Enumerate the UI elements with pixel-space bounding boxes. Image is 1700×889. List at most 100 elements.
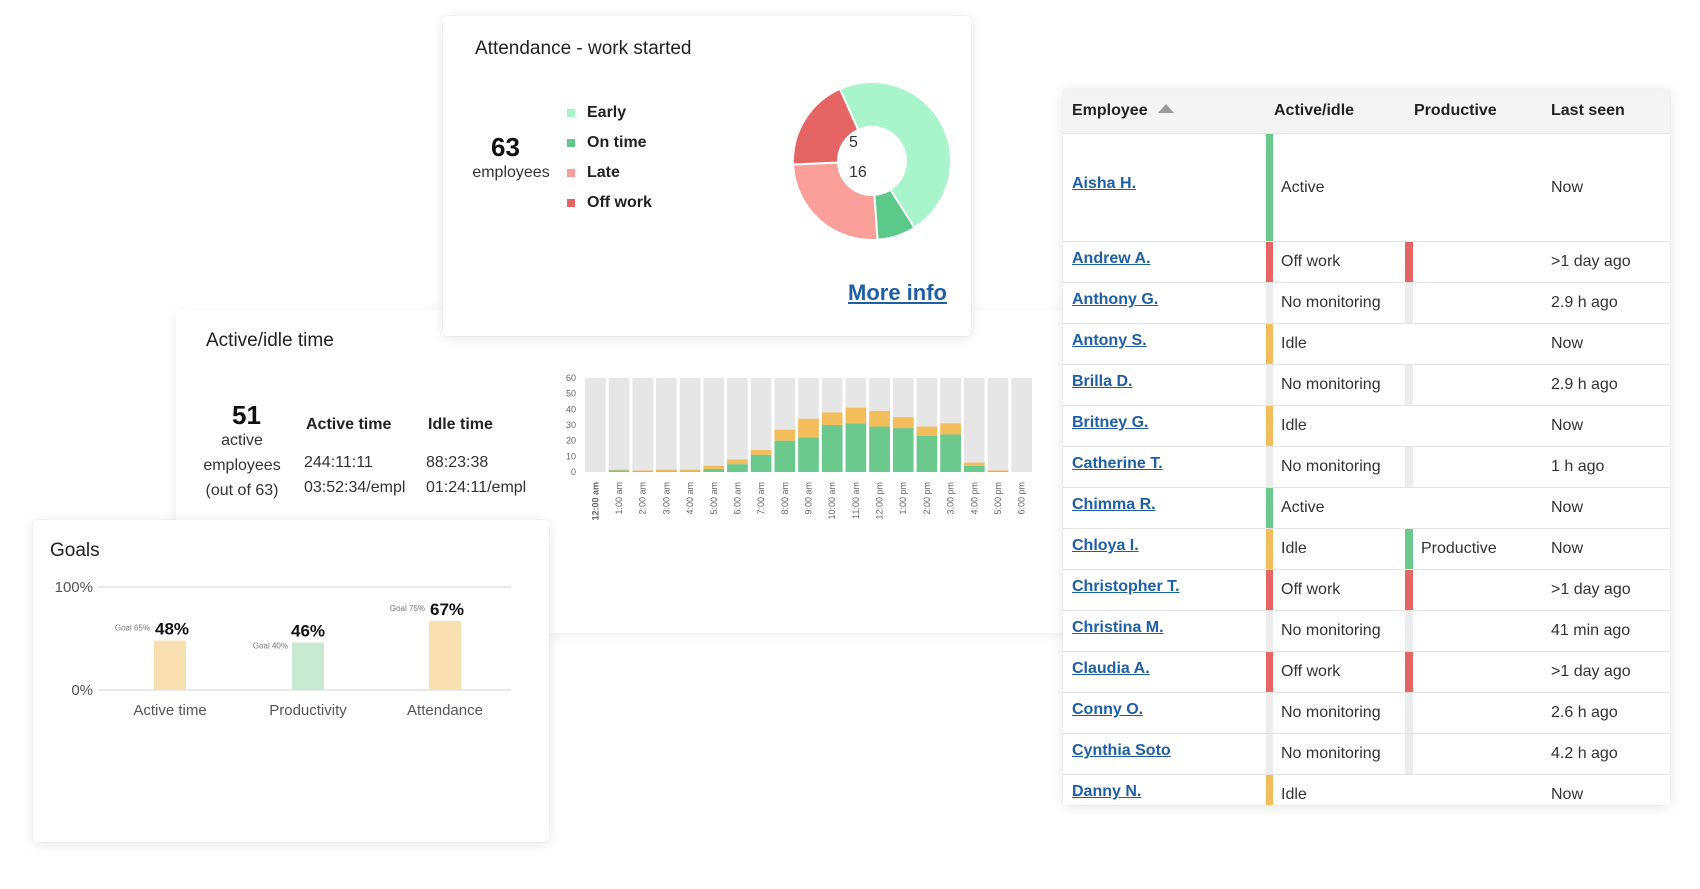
active-bar: [987, 471, 1009, 472]
idle-bar: [869, 410, 890, 427]
x-tick-label: 7:00 am: [756, 482, 766, 515]
employee-name-link[interactable]: Conny O.: [1072, 701, 1144, 718]
employee-name-link[interactable]: Antony S.: [1072, 332, 1147, 349]
employee-name-link[interactable]: Danny N.: [1072, 783, 1142, 800]
last-seen: Now: [1551, 499, 1584, 516]
activity-status-indicator: [1266, 611, 1273, 651]
active-employees-count: 51: [232, 400, 261, 430]
y-tick-label: 0: [571, 467, 576, 477]
active-bar: [727, 464, 748, 472]
table-row: Brilla D. No monitoring 2.9 h ago: [1063, 365, 1670, 406]
idle-bar: [916, 426, 938, 436]
idle-bar: [608, 469, 630, 471]
activity-status-indicator: [1266, 529, 1273, 569]
activity-status-indicator: [1266, 406, 1273, 446]
table-row: Britney G. Idle Now: [1063, 406, 1670, 447]
x-tick-label: 6:00 pm: [1017, 482, 1027, 515]
employee-name-link[interactable]: Claudia A.: [1072, 660, 1150, 677]
productivity-indicator: [1405, 447, 1413, 487]
activity-status: Active: [1281, 499, 1325, 516]
x-tick-label: 1:00 pm: [898, 482, 908, 515]
sort-ascending-icon[interactable]: [1157, 104, 1174, 113]
activity-status: Active: [1281, 179, 1325, 196]
idle-bar: [679, 469, 701, 472]
last-seen: Now: [1551, 335, 1584, 352]
x-tick-label: 5:00 am: [709, 482, 719, 515]
legend-swatch: [567, 109, 575, 117]
employee-name-link[interactable]: Britney G.: [1072, 414, 1149, 431]
legend-label: On time: [587, 134, 647, 151]
active-bar: [916, 435, 938, 472]
table-row: Christopher T. Off work >1 day ago: [1063, 570, 1670, 611]
idle-bar: [798, 418, 819, 438]
bar-background: [963, 378, 985, 472]
idle-time-total: 88:23:38: [426, 454, 489, 471]
idle-bar: [987, 470, 1009, 472]
active-bar: [632, 471, 654, 472]
bar-background: [608, 378, 630, 472]
employee-name-link[interactable]: Chimma R.: [1072, 496, 1156, 513]
active-bar: [963, 465, 985, 472]
active-bar: [940, 434, 961, 472]
active-time-header: Active time: [306, 416, 392, 433]
x-tick-label: 11:00 am: [851, 482, 861, 519]
employee-name-link[interactable]: Andrew A.: [1072, 250, 1151, 267]
bar-background: [703, 378, 725, 472]
employee-name-link[interactable]: Aisha H.: [1072, 175, 1137, 192]
bar-background: [987, 378, 1009, 472]
employee-name-link[interactable]: Cynthia Soto: [1072, 742, 1171, 759]
employee-name-link[interactable]: Anthony G.: [1072, 291, 1159, 308]
employee-name-link[interactable]: Christopher T.: [1072, 578, 1180, 595]
column-productive[interactable]: Productive: [1414, 102, 1497, 119]
y-tick-label: 60: [566, 373, 576, 383]
legend-label: Off work: [587, 194, 652, 211]
activity-status: No monitoring: [1281, 704, 1381, 721]
x-tick-label: 2:00 am: [638, 482, 648, 515]
bar-background: [656, 378, 677, 472]
x-tick-label: 12:00 pm: [875, 482, 885, 520]
employee-name-link[interactable]: Brilla D.: [1072, 373, 1133, 390]
y-tick-label: 50: [566, 389, 576, 399]
productivity-indicator: [1405, 242, 1413, 282]
productivity-indicator: [1405, 611, 1413, 651]
employee-table: Employee Active/idle Productive Last see…: [1063, 89, 1670, 805]
last-seen: 4.2 h ago: [1551, 745, 1618, 762]
activity-status: Idle: [1281, 335, 1307, 352]
idle-bar: [750, 450, 772, 455]
attendance-total-label: employees: [472, 164, 550, 181]
x-tick-label: 12:00 am: [590, 482, 600, 521]
column-last-seen[interactable]: Last seen: [1551, 102, 1625, 119]
last-seen: Now: [1551, 179, 1584, 196]
x-tick-label: 5:00 pm: [993, 482, 1003, 515]
employee-name-link[interactable]: Christina M.: [1072, 619, 1164, 636]
active-bar: [892, 428, 914, 472]
goal-target-label: Goal 65%: [115, 624, 150, 633]
legend-swatch: [567, 169, 575, 177]
x-tick-label: 3:00 am: [661, 482, 671, 515]
last-seen: 1 h ago: [1551, 458, 1605, 475]
activity-status: No monitoring: [1281, 376, 1381, 393]
employee-name-link[interactable]: Catherine T.: [1072, 455, 1163, 472]
last-seen: >1 day ago: [1551, 581, 1631, 598]
column-active-idle[interactable]: Active/idle: [1274, 102, 1355, 119]
bar-background: [750, 378, 772, 472]
column-employee[interactable]: Employee: [1072, 102, 1174, 120]
idle-time-per-employee: 01:24:11/empl: [426, 479, 527, 496]
last-seen: Now: [1551, 786, 1584, 803]
activity-status: Idle: [1281, 540, 1307, 557]
more-info-link[interactable]: More info: [848, 280, 947, 305]
employee-name-link[interactable]: Chloya I.: [1072, 537, 1139, 554]
table-row: Cynthia Soto No monitoring 4.2 h ago: [1063, 734, 1670, 775]
bar-background: [727, 378, 748, 472]
activity-status: No monitoring: [1281, 458, 1381, 475]
x-tick-label: 4:00 pm: [969, 482, 979, 515]
bar-background: [679, 378, 701, 472]
attendance-donut-chart: [792, 81, 952, 241]
goal-target-label: Goal 75%: [390, 604, 425, 613]
category-label: Attendance: [407, 702, 483, 719]
donut-slice-early: [838, 81, 952, 229]
table-row: Chimma R. Active Now: [1063, 488, 1670, 529]
productivity-indicator: [1405, 693, 1413, 733]
goal-bar: [429, 620, 461, 690]
active-bar: [679, 471, 701, 472]
